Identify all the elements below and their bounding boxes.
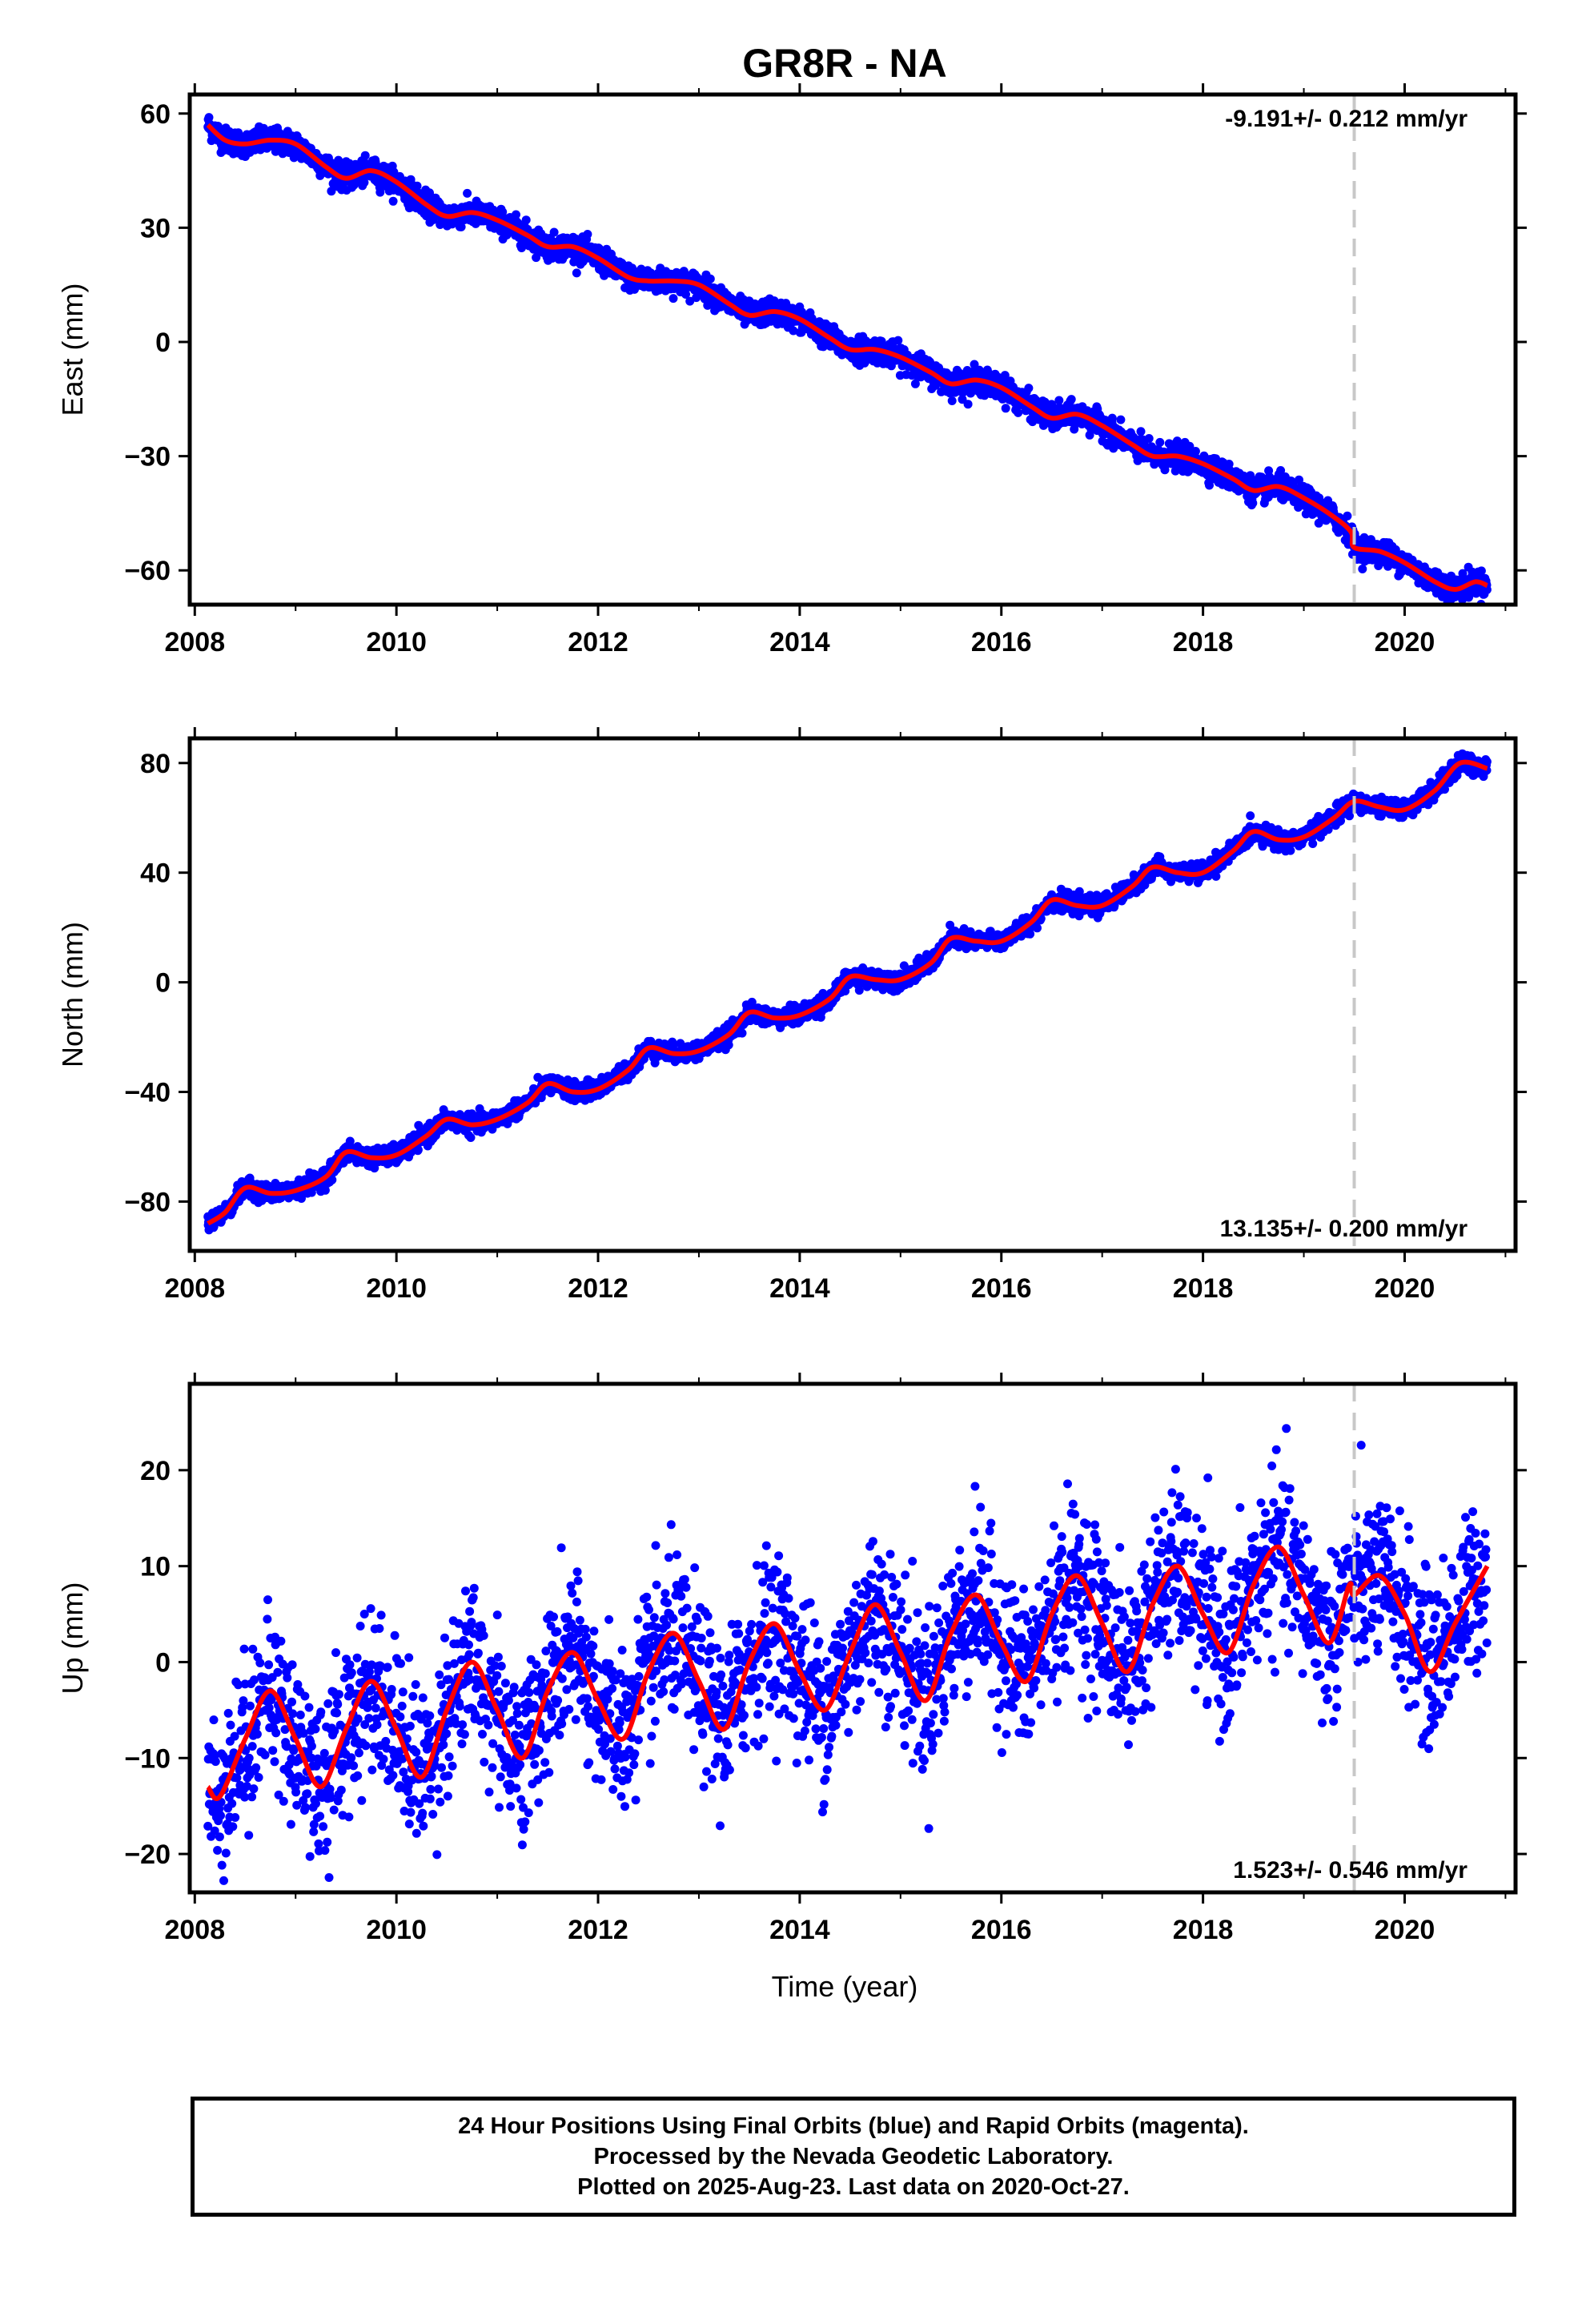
panel-east: 2008 2010 2012 2014 2016 2018 2020 60 30 0 −30 −60 E… <box>56 83 1527 657</box>
data-point <box>1066 395 1076 404</box>
data-point <box>1482 585 1492 594</box>
data-point <box>413 1145 423 1155</box>
data-point <box>1358 565 1367 573</box>
north-points <box>203 749 1492 1235</box>
chart-title: GR8R - NA <box>742 41 947 86</box>
east-ytick-label: 0 <box>155 328 171 358</box>
east-ytick-label: 60 <box>140 99 171 130</box>
data-point <box>204 113 214 123</box>
data-point <box>1001 404 1010 413</box>
data-point <box>818 342 828 352</box>
data-point <box>893 336 903 345</box>
data-point <box>359 178 369 187</box>
data-point <box>370 1164 379 1173</box>
east-xtick-label: 2020 <box>1375 627 1435 657</box>
data-point <box>1024 384 1034 393</box>
data-point <box>681 290 690 299</box>
data-point <box>1191 447 1200 456</box>
data-point <box>521 215 531 225</box>
east-ytick-label: −60 <box>124 556 171 586</box>
data-point <box>669 294 678 304</box>
figure: GR8R - NA 2008 2010 2012 2014 2016 2018 2020 60… <box>56 41 1527 2003</box>
data-point <box>1116 415 1126 424</box>
east-ytick-label: 30 <box>140 213 171 243</box>
data-point <box>549 227 559 237</box>
data-point <box>1136 427 1146 436</box>
east-frame <box>187 92 1518 607</box>
east-ytick-label: −30 <box>124 442 171 472</box>
data-point <box>320 1185 330 1195</box>
east-xtick-label: 2012 <box>568 627 628 657</box>
data-point <box>1054 396 1064 405</box>
data-point <box>327 187 336 196</box>
data-point <box>910 379 920 388</box>
east-fit-line <box>206 123 1488 592</box>
data-point <box>456 222 466 231</box>
data-point <box>966 388 976 398</box>
data-point <box>1205 480 1214 490</box>
data-point <box>512 210 520 219</box>
data-point <box>947 396 957 405</box>
data-point <box>360 151 370 160</box>
east-xtick-label: 2008 <box>164 627 225 657</box>
data-point <box>412 181 422 191</box>
data-point <box>963 400 973 409</box>
data-point <box>1144 434 1154 443</box>
data-point <box>563 1075 572 1084</box>
data-point <box>1155 437 1165 447</box>
data-point <box>388 196 398 206</box>
data-point <box>705 274 715 283</box>
data-point <box>1248 498 1258 508</box>
data-point <box>345 1136 355 1146</box>
data-point <box>572 268 581 278</box>
east-rate-label: -9.191+/- 0.212 mm/yr <box>1225 106 1468 132</box>
east-xtick-label: 2016 <box>971 627 1032 657</box>
data-point <box>498 207 508 217</box>
data-point <box>1107 413 1117 423</box>
east-ylabel: East (mm) <box>56 283 89 416</box>
east-xtick-label: 2018 <box>1173 627 1234 657</box>
east-points <box>203 113 1492 605</box>
data-point <box>1014 408 1023 417</box>
data-point <box>583 230 592 239</box>
data-point <box>1000 371 1010 380</box>
data-point <box>1295 475 1303 485</box>
east-xtick-label: 2010 <box>366 627 427 657</box>
east-xtick-label: 2014 <box>769 627 830 657</box>
data-point <box>375 187 385 197</box>
data-point <box>1276 466 1286 475</box>
data-point <box>327 1175 337 1184</box>
data-point <box>517 243 526 252</box>
data-point <box>1476 566 1486 576</box>
data-point <box>1343 511 1352 521</box>
panel-north: 2008 2010 2012 2014 2016 2018 202080400−40−80N… <box>56 727 1527 1304</box>
data-point <box>685 296 695 306</box>
data-point <box>789 326 798 336</box>
data-point <box>466 1133 476 1142</box>
data-point <box>463 188 472 198</box>
